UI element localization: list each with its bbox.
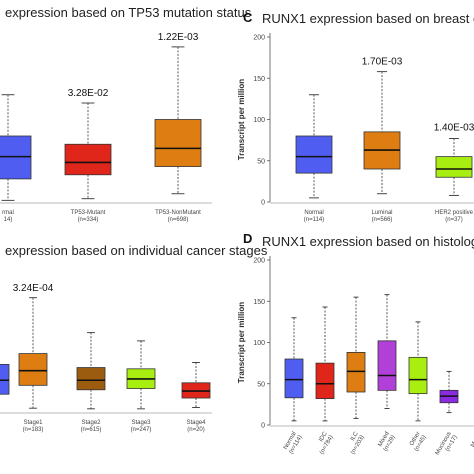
x-tick-label: Stage4 (n=20) (186, 420, 206, 433)
p-value-annotation: 1.40E-03 (434, 123, 474, 134)
box-body (18, 353, 48, 386)
x-tick-line: rmal (2, 210, 14, 216)
x-tick-label: Luminal (n=566) (371, 210, 392, 223)
chart-panel-2: C RUNX1 expression based on breast ca 0 50 1… (237, 10, 474, 223)
y-tick-label: 50 (257, 381, 265, 388)
box-body (0, 135, 32, 180)
y-tick-label: 150 (253, 299, 265, 306)
y-tick-label: 100 (253, 340, 265, 347)
chart-panel-4: D RUNX1 expression based on histologi 0 50 1… (237, 231, 474, 460)
p-value-annotation: 3.28E-02 (68, 88, 109, 99)
p-value-annotation: 1.70E-03 (362, 57, 403, 68)
chart-title: RUNX1 expression based on histologi (262, 234, 474, 249)
x-tick-line: (n=334) (78, 217, 99, 223)
box-2 (64, 102, 112, 200)
p-value-annotation: 3.24E-04 (13, 283, 54, 294)
x-tick-label: TP53-NonMutant (n=698) (155, 210, 201, 223)
x-tick-label: HER2 positive (n=37) (435, 210, 474, 223)
y-tick-label: 200 (253, 258, 265, 265)
panel-label: C (243, 10, 253, 25)
chart-title: expression based on TP53 mutation status (5, 5, 252, 20)
box-1 (284, 317, 304, 422)
box-body (64, 143, 112, 176)
x-tick-line: IDC (318, 430, 329, 443)
y-tick-label: 150 (253, 76, 265, 83)
box-body (315, 362, 335, 399)
box-5 (408, 321, 428, 422)
panel-label: D (243, 231, 252, 246)
x-tick-line: (n=698) (168, 217, 189, 223)
box-body (284, 358, 304, 399)
x-tick-line: Stage3 (131, 420, 151, 426)
x-tick-line: Stage2 (81, 420, 101, 426)
y-tick-label: 50 (257, 158, 265, 165)
box-body (408, 356, 428, 395)
x-tick-line: (n=114) (304, 217, 324, 223)
x-tick-label: Stage3 (n=247) (131, 420, 152, 433)
x-tick-label: ILC(n=203) (344, 430, 366, 455)
x-tick-label: Stage2 (n=615) (81, 420, 102, 433)
x-tick-line: (n=20) (187, 427, 205, 433)
box-1 (0, 363, 10, 395)
x-tick-line: (n=615) (81, 427, 102, 433)
x-tick-label: Mixed(n=29) (377, 431, 397, 453)
box-2 (315, 306, 335, 422)
box-1 (0, 94, 32, 201)
y-axis-label: Transcript per million (237, 79, 246, 160)
box-2 (18, 297, 48, 409)
box-body (377, 340, 397, 391)
box-body (154, 119, 202, 167)
y-tick-label: 100 (253, 117, 265, 124)
chart-title: expression based on individual cancer st… (5, 243, 268, 258)
box-3 (346, 296, 366, 419)
y-axis-label: Transcript per million (237, 302, 246, 383)
x-tick-label: Other(n=45) (408, 431, 428, 453)
box-body (346, 351, 366, 393)
x-tick-line: Luminal (371, 210, 392, 216)
chart-panel-3: expression based on individual cancer st… (0, 243, 268, 433)
box-body (76, 367, 106, 391)
x-tick-line: Metap (470, 430, 474, 448)
x-tick-line: HER2 positive (435, 210, 474, 216)
x-tick-line: ILC (350, 430, 360, 442)
x-tick-label: IDC(n=784) (313, 430, 335, 455)
x-tick-line: Stage4 (186, 420, 206, 426)
box-6 (439, 370, 459, 414)
x-tick-line: Stage1 (23, 420, 43, 426)
chart-panel-1: expression based on TP53 mutation status… (0, 5, 252, 223)
box-3 (154, 46, 202, 195)
x-tick-line: (n=247) (131, 427, 152, 433)
box-body (295, 135, 333, 174)
y-tick-label: 200 (253, 35, 265, 42)
y-tick-label: 0 (261, 423, 265, 430)
x-tick-line: 14) (4, 217, 13, 223)
x-tick-label: Metap (470, 430, 474, 448)
x-tick-line: (n=37) (445, 217, 463, 223)
x-tick-line: TP53-Mutant (71, 210, 106, 216)
box-1 (295, 94, 333, 199)
box-body (435, 156, 473, 178)
box-3 (435, 138, 473, 196)
x-tick-label: Normal(n=114) (304, 210, 324, 223)
x-tick-line: (n=183) (23, 427, 44, 433)
x-tick-label: Stage1 (n=183) (23, 420, 44, 433)
y-tick-label: 0 (261, 200, 265, 207)
box-2 (363, 71, 401, 195)
box-5 (181, 362, 211, 409)
x-tick-label: Normal(n=114) (282, 431, 303, 455)
box-4 (377, 294, 397, 409)
x-tick-label: TP53-Mutant (n=334) (71, 210, 106, 223)
box-4 (126, 340, 156, 410)
box-body (0, 363, 10, 395)
box-3 (76, 332, 106, 410)
x-tick-line: Normal (304, 210, 323, 216)
x-tick-line: (n=566) (372, 217, 393, 223)
chart-title: RUNX1 expression based on breast ca (262, 11, 474, 26)
x-tick-label: rmal 14) (2, 210, 14, 223)
x-tick-label: Mucinous(n=17) (435, 431, 459, 460)
x-tick-line: TP53-NonMutant (155, 210, 201, 216)
p-value-annotation: 1.22E-03 (158, 32, 199, 43)
